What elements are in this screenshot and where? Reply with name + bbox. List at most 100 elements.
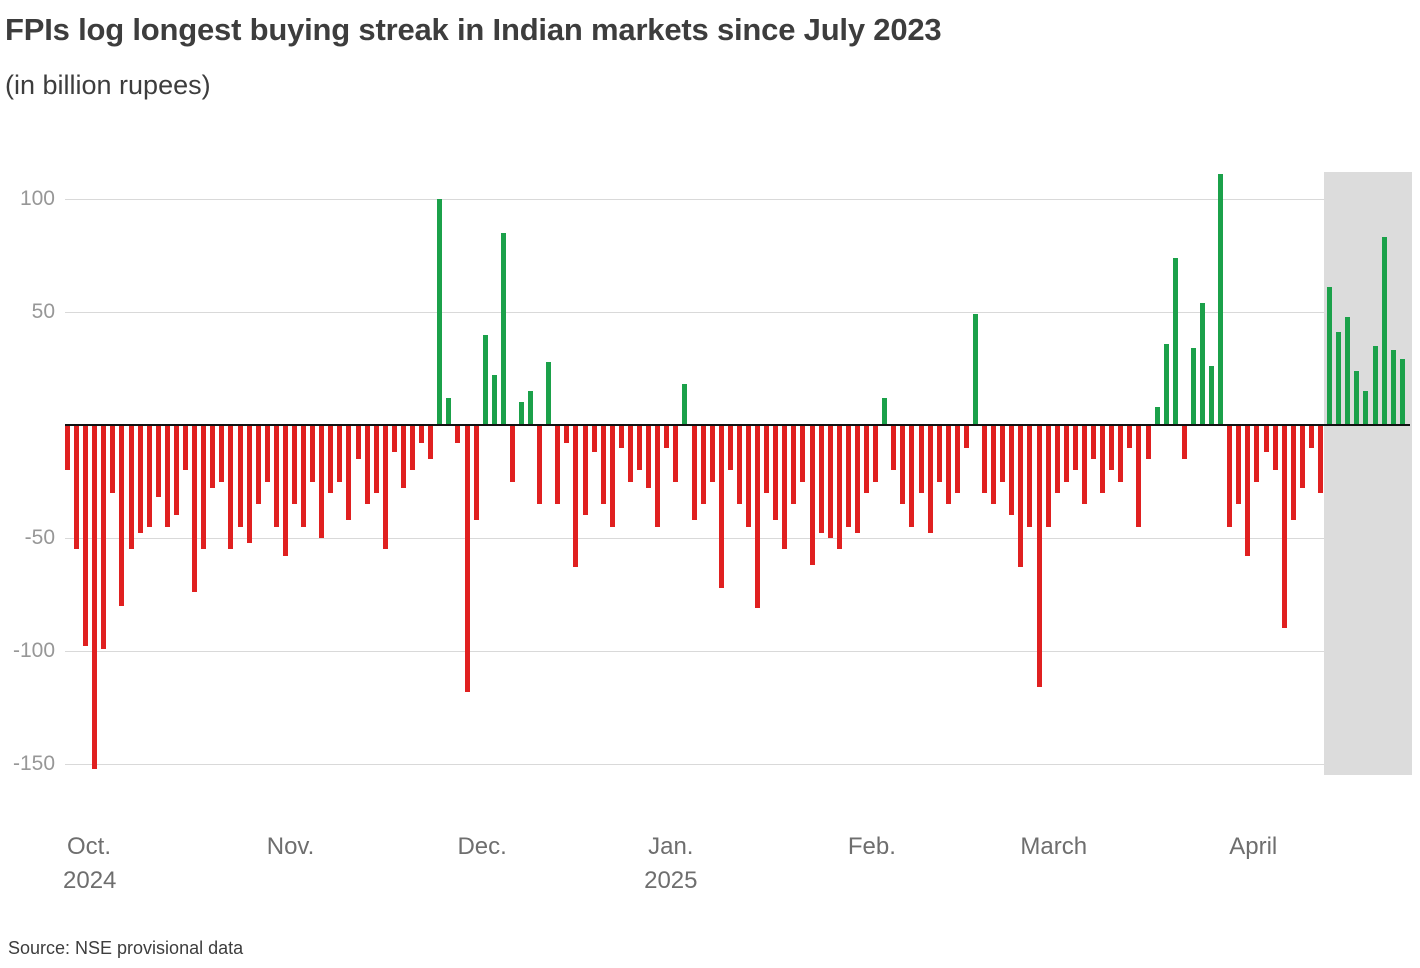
bar xyxy=(845,425,851,527)
bar xyxy=(509,425,515,482)
bar xyxy=(155,425,161,498)
bar xyxy=(1381,237,1387,425)
x-axis-month-label: Nov. xyxy=(266,833,315,860)
bar xyxy=(201,425,207,550)
bar xyxy=(800,425,806,482)
bar xyxy=(128,425,134,550)
bar xyxy=(419,425,425,444)
bar xyxy=(337,425,343,482)
bar xyxy=(546,361,552,425)
bar xyxy=(1227,425,1233,527)
bar xyxy=(1390,350,1396,425)
bar xyxy=(1245,425,1251,557)
bar xyxy=(1045,425,1051,527)
bar xyxy=(355,425,361,459)
bar xyxy=(591,425,597,453)
bar xyxy=(1136,425,1142,527)
bar xyxy=(410,425,416,471)
bar xyxy=(655,425,661,527)
bar xyxy=(564,425,570,444)
bar xyxy=(473,425,479,520)
chart-subtitle: (in billion rupees) xyxy=(5,70,211,100)
bar xyxy=(101,425,107,649)
bar xyxy=(673,425,679,482)
bar xyxy=(446,397,452,425)
bar xyxy=(927,425,933,534)
x-axis-month-label: Dec. xyxy=(457,833,507,860)
gridline xyxy=(65,763,1410,765)
bar xyxy=(609,425,615,527)
bar xyxy=(491,375,497,425)
bar xyxy=(882,397,888,425)
bar xyxy=(827,425,833,538)
bar xyxy=(718,425,724,588)
bar xyxy=(1236,425,1242,505)
bar xyxy=(373,425,379,493)
y-axis-tick-label: -150 xyxy=(12,752,55,775)
bar xyxy=(691,425,697,520)
bar xyxy=(400,425,406,489)
bar xyxy=(428,425,434,459)
bar xyxy=(1163,343,1169,425)
bar xyxy=(246,425,252,543)
bar xyxy=(1399,359,1405,425)
bar xyxy=(755,425,761,609)
y-axis-tick-label: 50 xyxy=(31,300,55,323)
bar xyxy=(618,425,624,448)
bar xyxy=(836,425,842,550)
bar xyxy=(637,425,643,471)
bar xyxy=(1063,425,1069,482)
bar xyxy=(791,425,797,505)
source-note: Source: NSE provisional data xyxy=(8,938,244,958)
x-axis-month-label: April xyxy=(1229,833,1278,860)
bar xyxy=(328,425,334,493)
bar xyxy=(137,425,143,534)
x-axis-month-label: Oct. xyxy=(67,833,112,860)
bar xyxy=(736,425,742,505)
bar xyxy=(1318,425,1324,493)
bar xyxy=(1308,425,1314,448)
chart-title: FPIs log longest buying streak in Indian… xyxy=(5,12,942,47)
bar xyxy=(1181,425,1187,459)
bar xyxy=(292,425,297,505)
bar xyxy=(773,425,779,520)
bar xyxy=(1218,174,1224,425)
bar xyxy=(555,425,561,505)
bar xyxy=(173,425,179,516)
bar xyxy=(1018,425,1024,568)
bar xyxy=(1081,425,1087,505)
bar xyxy=(1054,425,1060,493)
bar xyxy=(65,425,70,471)
bar xyxy=(746,425,751,527)
bar xyxy=(482,334,488,425)
bar xyxy=(627,425,633,482)
bar xyxy=(346,425,352,520)
bar xyxy=(382,425,388,550)
bar xyxy=(1145,425,1151,459)
bar xyxy=(1109,425,1115,471)
bar xyxy=(110,425,116,493)
bar xyxy=(727,425,733,471)
bar xyxy=(918,425,924,493)
x-axis-year-label: 2024 xyxy=(63,867,117,894)
bar xyxy=(954,425,960,493)
bar xyxy=(455,425,461,444)
bar xyxy=(183,425,189,471)
bar xyxy=(164,425,170,527)
bar xyxy=(528,391,534,425)
highlight-band xyxy=(1324,172,1412,775)
bar xyxy=(255,425,261,505)
bar xyxy=(864,425,870,493)
bar xyxy=(1327,287,1333,425)
bar xyxy=(437,199,443,425)
bar xyxy=(92,425,98,769)
x-axis-month-label: Jan. xyxy=(648,833,694,860)
bar xyxy=(936,425,942,482)
bar xyxy=(210,425,216,489)
bar xyxy=(646,425,652,489)
zero-axis-line xyxy=(65,424,1410,426)
bar xyxy=(1190,348,1196,425)
bar xyxy=(1363,391,1369,425)
bar xyxy=(310,425,316,482)
gridline xyxy=(65,311,1410,313)
